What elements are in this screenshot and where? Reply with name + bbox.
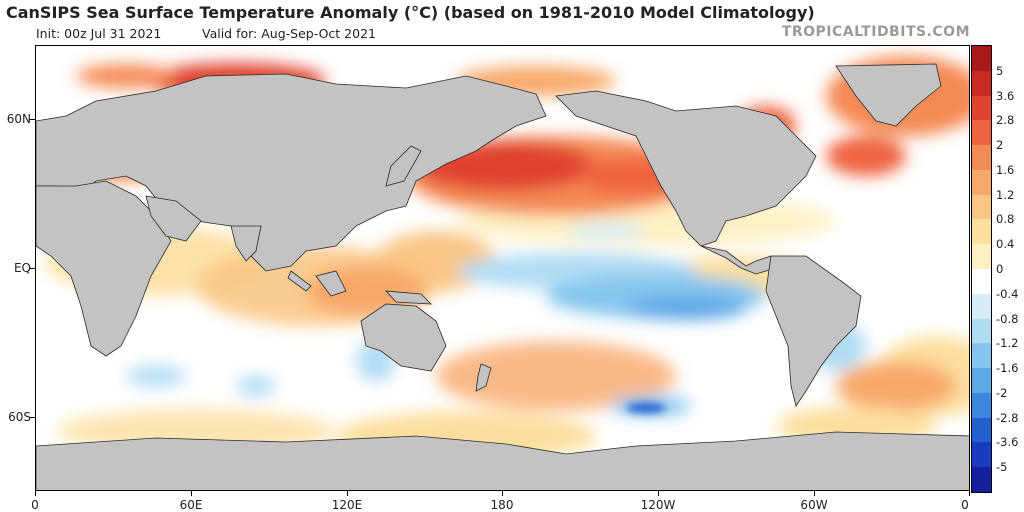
lat-tick-60s xyxy=(29,417,35,418)
map-canvas xyxy=(36,46,969,490)
lon-label-60w: 60W xyxy=(800,498,828,512)
africa-land xyxy=(36,180,172,357)
lon-tick-120w xyxy=(658,491,659,496)
antarctica-land xyxy=(36,431,969,490)
lat-label-60s: 60S xyxy=(8,410,31,424)
colorbar-tick-label: 0.4 xyxy=(996,237,1015,252)
colorbar-swatch xyxy=(972,169,991,196)
lat-label-eq: EQ xyxy=(13,261,31,275)
valid-period: Valid for: Aug-Sep-Oct 2021 xyxy=(202,26,376,41)
lat-tick-eq xyxy=(29,268,35,269)
colorbar-tick-label: 5 xyxy=(996,63,1004,78)
colorbar-tick-label: -0.8 xyxy=(996,311,1019,326)
japan-land xyxy=(385,145,422,187)
colorbar xyxy=(971,45,992,493)
north-america-land xyxy=(555,90,817,247)
colorbar-swatch xyxy=(972,417,991,443)
lon-tick-180 xyxy=(502,491,503,496)
colorbar-tick-label: -0.4 xyxy=(996,286,1019,301)
lon-tick-0-east xyxy=(969,491,970,496)
eurasia-land xyxy=(36,73,547,272)
australia-land xyxy=(360,303,447,372)
arabia-land xyxy=(145,195,202,242)
borneo-sumatra-land xyxy=(287,270,347,297)
lon-label-120w: 120W xyxy=(640,498,676,512)
colorbar-swatch xyxy=(972,120,991,146)
colorbar-swatch xyxy=(972,244,991,270)
greenland-land xyxy=(835,63,942,127)
south-america-land xyxy=(765,255,862,407)
colorbar-swatch xyxy=(972,194,991,220)
colorbar-tick-label: 1.6 xyxy=(996,162,1015,177)
lon-tick-120e xyxy=(347,491,348,496)
lon-tick-0-west xyxy=(35,491,36,496)
map-title: CanSIPS Sea Surface Temperature Anomaly … xyxy=(6,3,815,22)
colorbar-swatch xyxy=(972,442,991,468)
colorbar-swatch xyxy=(972,343,991,369)
lat-label-60n: 60N xyxy=(6,112,31,126)
colorbar-tick-label: 1.2 xyxy=(996,187,1015,202)
colorbar-tick-label: -3.6 xyxy=(996,435,1019,450)
colorbar-tick-label: -2 xyxy=(996,385,1008,400)
colorbar-tick-label: 0.8 xyxy=(996,212,1015,227)
colorbar-tick-label: 3.6 xyxy=(996,88,1015,103)
lon-tick-60w xyxy=(814,491,815,496)
lon-label-120e: 120E xyxy=(331,498,363,512)
colorbar-swatch xyxy=(972,46,991,72)
colorbar-swatch xyxy=(972,70,991,97)
colorbar-tick-label: -1.2 xyxy=(996,336,1019,351)
new-guinea-land xyxy=(385,290,433,305)
init-time: Init: 00z Jul 31 2021 xyxy=(36,26,162,41)
sst-anomaly-map xyxy=(35,45,970,491)
colorbar-swatch xyxy=(972,318,991,344)
lon-tick-60e xyxy=(191,491,192,496)
lon-label-0-west: 0 xyxy=(31,498,39,512)
colorbar-tick-label: 2 xyxy=(996,138,1004,153)
lat-tick-60n xyxy=(29,119,35,120)
colorbar-swatch xyxy=(972,368,991,394)
colorbar-tick-label: 2.8 xyxy=(996,113,1015,128)
colorbar-tick-label: 0 xyxy=(996,262,1004,276)
new-zealand-land xyxy=(475,363,492,392)
colorbar-tick-label: -1.6 xyxy=(996,361,1019,376)
colorbar-swatch xyxy=(972,293,991,320)
colorbar-swatch xyxy=(972,219,991,245)
lon-label-180: 180 xyxy=(490,498,514,512)
colorbar-swatch xyxy=(972,269,991,295)
brand-watermark: TROPICALTIDBITS.COM xyxy=(781,24,970,40)
colorbar-swatch xyxy=(972,467,991,493)
lon-label-60e: 60E xyxy=(179,498,203,512)
colorbar-tick-label: -2.8 xyxy=(996,410,1019,425)
colorbar-swatch xyxy=(972,392,991,419)
colorbar-tick-label: -5 xyxy=(996,460,1008,475)
india-land xyxy=(230,225,262,262)
land-masses xyxy=(36,63,969,490)
colorbar-swatch xyxy=(972,95,991,121)
lon-label-0-east: 0 xyxy=(961,498,969,512)
colorbar-swatch xyxy=(972,145,991,171)
